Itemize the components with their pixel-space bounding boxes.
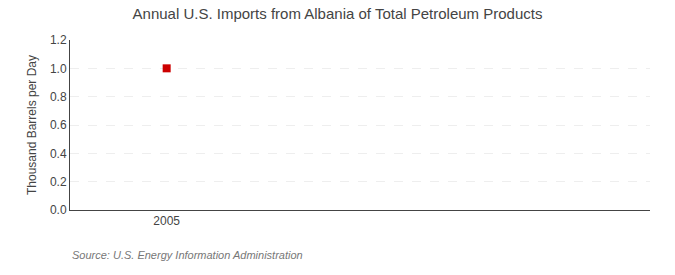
svg-text:Source: U.S. Energy Informatio: Source: U.S. Energy Information Administ… (72, 249, 303, 261)
svg-text:0.6: 0.6 (50, 118, 67, 132)
svg-text:Annual U.S. Imports from Alban: Annual U.S. Imports from Albania of Tota… (133, 5, 543, 22)
svg-text:0.8: 0.8 (50, 90, 67, 104)
svg-text:1.0: 1.0 (50, 62, 67, 76)
svg-text:1.2: 1.2 (50, 33, 67, 47)
svg-text:0.2: 0.2 (50, 175, 67, 189)
svg-text:2005: 2005 (153, 214, 180, 228)
svg-text:Thousand Barrels per Day: Thousand Barrels per Day (25, 55, 39, 195)
svg-text:0.0: 0.0 (50, 203, 67, 217)
svg-text:0.4: 0.4 (50, 147, 67, 161)
